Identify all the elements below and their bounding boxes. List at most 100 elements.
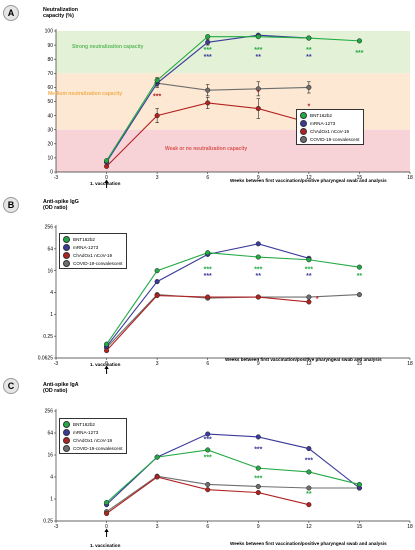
data-point [205, 250, 211, 256]
data-point [154, 292, 160, 299]
y-tick-label: 4 [50, 290, 53, 296]
data-point [255, 241, 261, 247]
significance-annotation: ** [357, 273, 363, 280]
x-tick-label: 3 [156, 361, 159, 367]
legend-label: ChAdOx1 nCoV-19 [73, 252, 113, 258]
data-point [356, 264, 362, 270]
data-point [255, 34, 261, 40]
zone-label-weak: Weak or no neutralization capacity [165, 146, 248, 152]
significance-annotation: ** [306, 273, 312, 280]
data-point [154, 454, 160, 460]
data-point [356, 292, 362, 298]
data-point [306, 84, 312, 90]
legend-c: BNT162b2 mRNA-1273 ChAdOx1 nCoV-19 COVID… [59, 418, 127, 454]
data-point [154, 474, 160, 480]
series-line [157, 82, 309, 91]
panel-a-xlabel: Weeks between first vaccination/positive… [230, 178, 387, 183]
x-tick-label: 3 [156, 524, 159, 530]
legend-marker [63, 436, 70, 444]
data-point [306, 294, 312, 300]
y-tick-label: 256 [45, 409, 54, 415]
data-point [205, 39, 211, 45]
legend-marker [63, 444, 70, 452]
vaccination-arrow-head [104, 528, 109, 532]
y-tick-label: 64 [47, 247, 53, 253]
vaccination-arrow-head [104, 365, 109, 369]
significance-annotation: * [316, 296, 319, 303]
y-tick-label: 256 [45, 225, 54, 231]
y-tick-label: 60 [47, 85, 53, 91]
y-tick-label: 4 [50, 475, 53, 481]
data-point [255, 86, 261, 92]
panel-a-vaccination-label: 1. vaccination [90, 181, 121, 186]
data-point [306, 485, 312, 491]
panel-label-a: A [3, 5, 19, 21]
legend-marker [63, 259, 70, 267]
legend-marker [63, 420, 70, 428]
data-point [205, 481, 211, 488]
data-point [306, 35, 312, 41]
zone-label-strong: Strong neutralization capacity [72, 44, 144, 50]
y-tick-label: 100 [45, 29, 54, 35]
legend-item: COVID-19-convalescent [63, 259, 123, 267]
y-tick-label: 20 [47, 142, 53, 148]
data-point [255, 294, 261, 300]
panel-b-vaccination-label: 1. vaccination [90, 362, 121, 367]
data-point [306, 469, 312, 475]
legend-label: BNT162b2 [310, 112, 332, 118]
legend-label: BNT162b2 [73, 236, 95, 242]
x-tick-label: 18 [407, 524, 413, 530]
x-tick-label: 6 [206, 175, 209, 181]
significance-annotation: *** [254, 47, 262, 54]
data-point [255, 106, 261, 112]
y-tick-label: 64 [47, 431, 53, 437]
x-tick-label: -3 [54, 361, 59, 367]
data-point [205, 447, 211, 453]
panel-b-xlabel: Weeks between first vaccination/positive… [225, 357, 382, 362]
legend-marker [300, 119, 307, 127]
series-line [106, 294, 309, 351]
panel-label-c: C [3, 378, 19, 394]
legend-b: BNT162b2 mRNA-1273 ChAdOx1 nCoV-19 COVID… [59, 233, 127, 269]
data-point [356, 481, 362, 488]
data-point [154, 77, 160, 83]
significance-annotation: * [257, 89, 260, 96]
data-point [154, 279, 160, 285]
data-point [154, 268, 160, 274]
significance-annotation: ** [256, 54, 262, 61]
legend-label: ChAdOx1 nCoV-19 [310, 128, 350, 134]
legend-marker [63, 243, 70, 251]
data-point [154, 113, 160, 119]
significance-annotation: *** [355, 50, 363, 57]
significance-annotation: *** [204, 47, 212, 54]
panel-label-b: B [3, 197, 19, 213]
x-tick-label: 18 [407, 175, 413, 181]
significance-annotation: ** [306, 491, 312, 498]
x-tick-label: 0 [105, 524, 108, 530]
y-tick-label: 90 [47, 43, 53, 49]
panel-b-title: Anti-spike IgG (OD ratio) [43, 199, 79, 212]
series-line [106, 475, 360, 513]
significance-annotation: *** [254, 476, 262, 483]
series-line [106, 433, 360, 506]
x-tick-label: 9 [257, 361, 260, 367]
legend-label: ChAdOx1 nCoV-19 [73, 437, 113, 443]
legend-a: BNT162b2 mRNA-1273 ChAdOx1 nCoV-19 COVID… [296, 109, 364, 145]
legend-item: BNT162b2 [63, 420, 123, 428]
y-tick-label: 16 [47, 268, 53, 274]
panel-a-title: Neutralization capacity (%) [43, 7, 79, 20]
y-tick-label: 0.25 [43, 334, 53, 340]
data-point [306, 257, 312, 263]
y-tick-label: 10 [47, 156, 53, 162]
significance-annotation: *** [153, 94, 161, 101]
x-tick-label: 15 [357, 361, 363, 367]
y-tick-label: 1 [50, 312, 53, 318]
legend-label: BNT162b2 [73, 421, 95, 427]
data-point [306, 299, 312, 305]
significance-annotation: *** [204, 273, 212, 280]
x-tick-label: 0 [105, 175, 108, 181]
significance-annotation: ** [306, 54, 312, 61]
legend-marker [300, 127, 307, 135]
legend-item: ChAdOx1 nCoV-19 [63, 251, 123, 259]
